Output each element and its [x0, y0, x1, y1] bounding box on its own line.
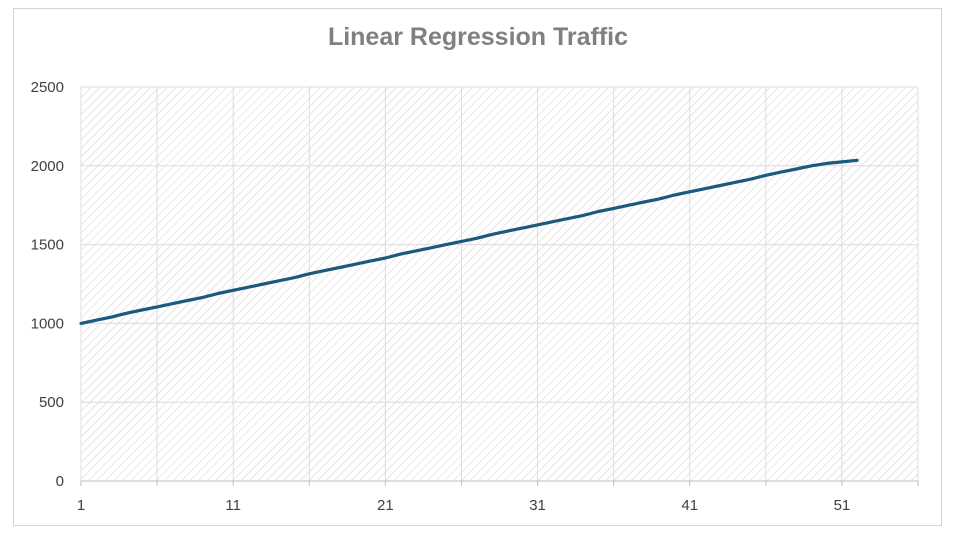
series-group	[79, 158, 859, 325]
chart-title: Linear Regression Traffic	[327, 23, 629, 51]
x-tick-label: 51	[834, 497, 851, 514]
x-axis-tick-labels: 1 11 21 31 41 51	[77, 497, 850, 514]
x-tick-label: 41	[681, 497, 698, 514]
y-tick-label: 1500	[31, 237, 64, 254]
series-line	[79, 158, 859, 325]
y-tick-label: 1000	[31, 315, 64, 332]
gridlines	[80, 86, 919, 481]
y-tick-label: 2000	[31, 158, 64, 175]
y-axis-tick-labels: 0 500 1000 1500 2000 2500	[31, 79, 64, 490]
plot-area	[81, 87, 918, 481]
x-tick-label: 21	[377, 497, 394, 514]
x-tick-label: 31	[529, 497, 546, 514]
y-tick-label: 500	[39, 394, 64, 411]
x-tick-label: 11	[225, 497, 241, 514]
y-tick-label: 2500	[31, 79, 64, 96]
x-tick-label: 1	[77, 497, 85, 514]
axes	[80, 480, 919, 486]
y-tick-label: 0	[56, 473, 64, 490]
